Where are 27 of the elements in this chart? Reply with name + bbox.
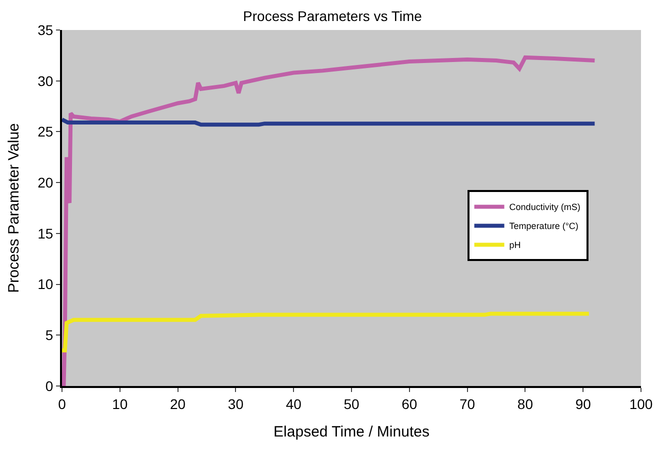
- y-tick-label: 10: [38, 276, 54, 292]
- x-tick-label: 90: [575, 396, 592, 412]
- x-tick-label: 70: [460, 396, 476, 412]
- legend-label: Temperature (°C): [509, 221, 578, 232]
- line-series: [62, 312, 591, 352]
- x-tick-label: 80: [517, 396, 534, 412]
- y-axis-title: Process Parameter Value: [5, 123, 22, 293]
- x-axis-title: Elapsed Time / Minutes: [274, 423, 430, 440]
- x-tick-label: 30: [228, 396, 244, 412]
- y-tick-label: 15: [38, 225, 54, 242]
- line-series: [62, 55, 597, 386]
- y-tick-label: 20: [38, 174, 54, 190]
- y-tick-label: 35: [38, 22, 54, 38]
- x-tick-label: 20: [170, 396, 186, 412]
- y-tick-label: 5: [45, 327, 54, 344]
- chart-title: Process Parameters vs Time: [243, 8, 422, 24]
- x-tick-label: 50: [344, 396, 360, 412]
- x-tick-label: 0: [58, 396, 66, 412]
- x-tick-label: 10: [112, 396, 128, 412]
- legend-label: Conductivity (mS): [509, 202, 580, 212]
- legend-label: pH: [509, 240, 521, 250]
- y-tick-label: 30: [38, 72, 54, 89]
- y-tick-label: 25: [38, 124, 54, 140]
- x-tick-label: 40: [286, 396, 302, 412]
- x-tick-label: 60: [402, 396, 418, 412]
- y-tick-label: 0: [45, 378, 54, 394]
- x-tick-label: 100: [629, 396, 653, 412]
